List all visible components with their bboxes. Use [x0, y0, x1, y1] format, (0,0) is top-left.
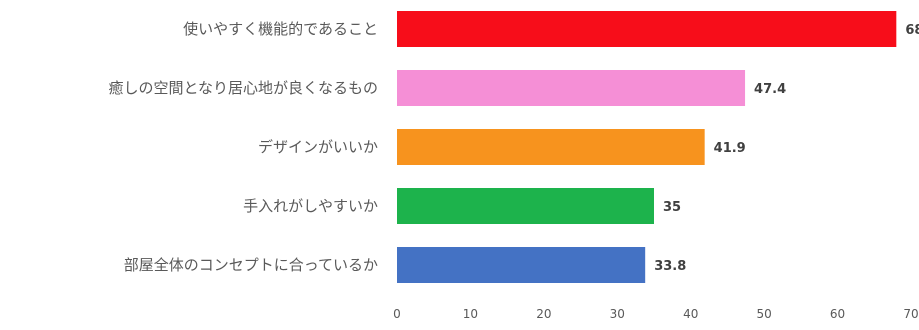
- bar-4: [397, 188, 654, 224]
- bar-3: [397, 129, 705, 165]
- x-axis-ticks-group: 0 10 20 30 40 50 60 70: [393, 307, 918, 321]
- category-label-5: 部屋全体のコンセプトに合っているか: [124, 256, 378, 274]
- category-labels-group: 使いやすく機能的であること癒しの空間となり居心地が良くなるものデザインがいいか手…: [108, 20, 378, 274]
- x-tick-label-30: 30: [610, 307, 625, 321]
- value-labels-group: 68 47.4 41.9 35 33.8: [654, 23, 919, 274]
- x-tick-label-20: 20: [536, 307, 551, 321]
- x-tick-label-0: 0: [393, 307, 401, 321]
- value-label-3: 41.9: [714, 141, 746, 156]
- bar-1: [397, 11, 897, 47]
- x-tick-label-70: 70: [903, 307, 918, 321]
- category-label-2: 癒しの空間となり居心地が良くなるもの: [108, 79, 378, 97]
- value-label-1: 68: [905, 23, 919, 38]
- value-label-5: 33.8: [654, 259, 686, 274]
- bar-5: [397, 247, 646, 283]
- value-label-4: 35: [663, 200, 681, 215]
- bar-2: [397, 70, 746, 106]
- bars-group: [397, 11, 897, 283]
- category-label-3: デザインがいいか: [258, 138, 378, 156]
- category-label-1: 使いやすく機能的であること: [183, 20, 378, 38]
- x-tick-label-60: 60: [830, 307, 845, 321]
- x-tick-label-50: 50: [757, 307, 772, 321]
- category-label-4: 手入れがしやすいか: [243, 197, 378, 215]
- x-tick-label-40: 40: [683, 307, 698, 321]
- value-label-2: 47.4: [754, 82, 786, 97]
- x-tick-label-10: 10: [463, 307, 478, 321]
